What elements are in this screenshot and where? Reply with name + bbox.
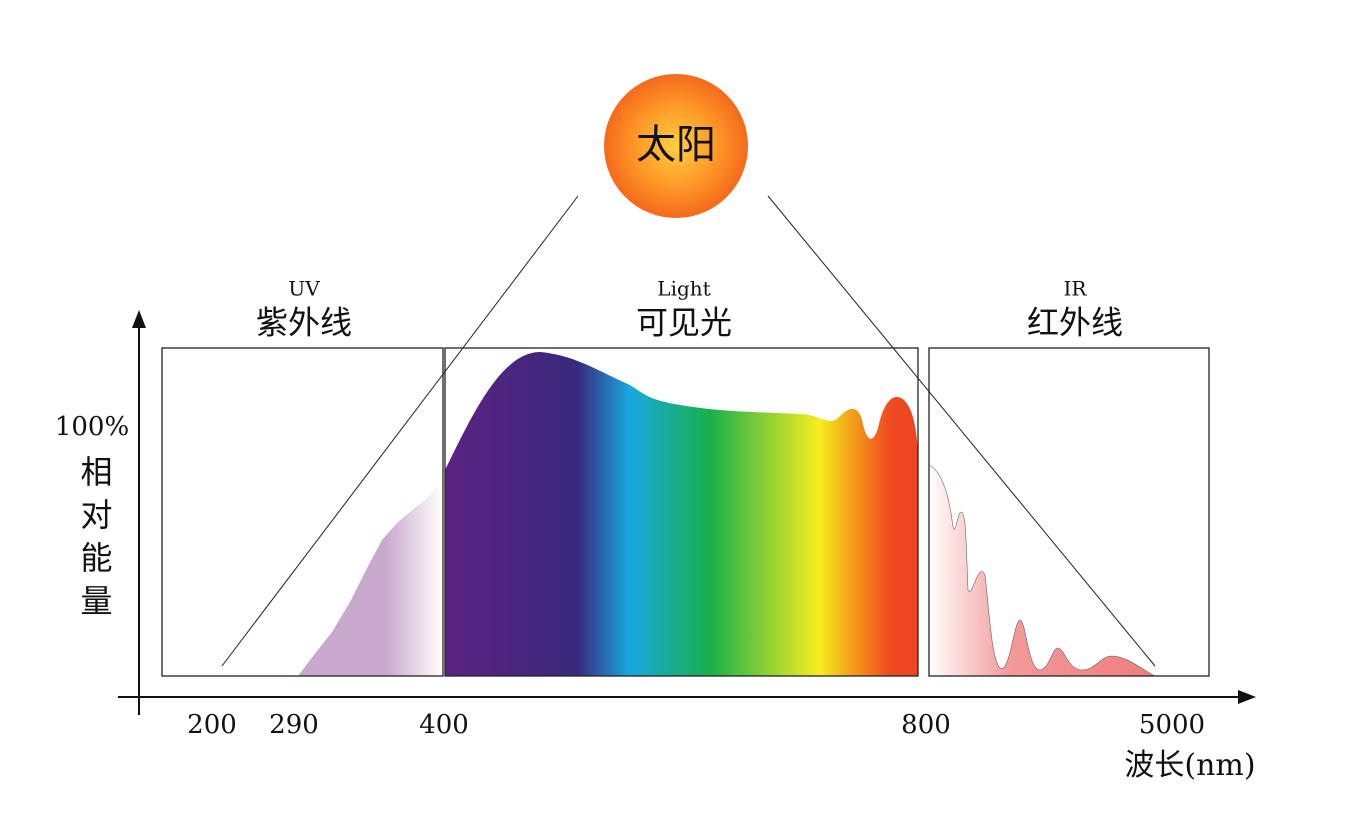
x-arrow xyxy=(1238,690,1256,704)
region-label-zh: 可见光 xyxy=(636,304,732,342)
uv-box xyxy=(161,347,444,677)
x-tick-label: 200 xyxy=(187,710,237,740)
region-label-en: UV xyxy=(288,277,320,301)
region-label-en: IR xyxy=(1064,277,1088,301)
sun xyxy=(604,74,748,218)
uv-curve xyxy=(298,480,443,676)
ir-box xyxy=(928,347,1210,677)
y-arrow xyxy=(132,310,146,328)
ir-curve xyxy=(928,464,1156,677)
y-tick-label: 100% xyxy=(55,412,129,442)
x-tick-label: 400 xyxy=(419,710,469,740)
region-label-zh: 紫外线 xyxy=(256,304,352,342)
sun-label: 太阳 xyxy=(636,122,716,168)
ray-left xyxy=(221,195,579,667)
x-tick-label: 5000 xyxy=(1139,710,1205,740)
x-tick-label: 290 xyxy=(269,710,319,740)
ray-right xyxy=(767,195,1156,667)
y-axis-title: 相对能量 xyxy=(76,455,114,627)
region-label-en: Light xyxy=(657,277,710,301)
visible-curve xyxy=(445,352,918,676)
region-label-zh: 红外线 xyxy=(1027,304,1123,342)
light-box xyxy=(444,347,919,677)
x-axis-title: 波长(nm) xyxy=(1124,748,1255,783)
x-tick-label: 800 xyxy=(901,710,951,740)
